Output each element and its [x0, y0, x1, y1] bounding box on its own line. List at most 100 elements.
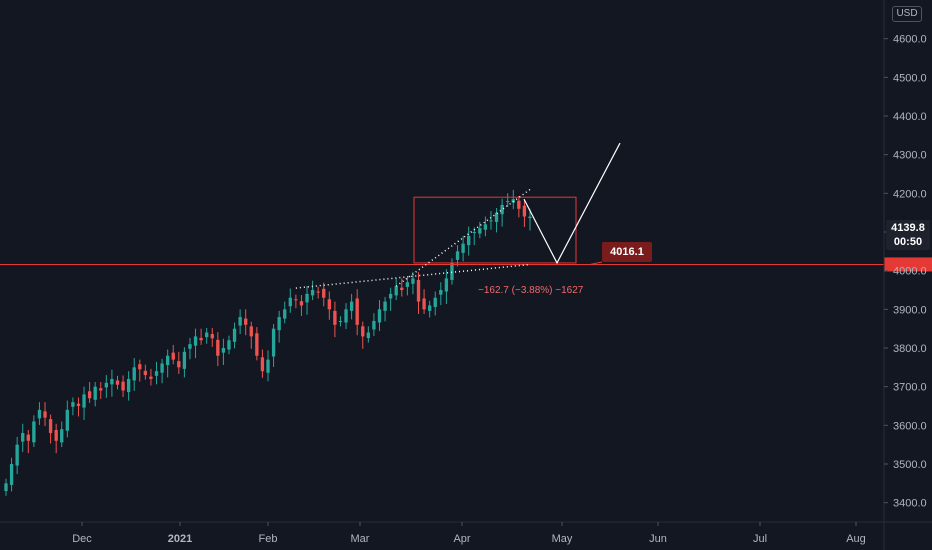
- candle-body: [82, 394, 86, 408]
- candle-body: [288, 297, 292, 307]
- candles: [4, 189, 532, 496]
- candle-body: [143, 370, 148, 376]
- x-tick-label: Aug: [846, 533, 866, 545]
- candle-body: [522, 205, 527, 217]
- candle-body: [132, 367, 136, 381]
- x-tick-label: Jul: [753, 533, 767, 545]
- level-axis-marker: [884, 257, 932, 272]
- candle-body: [48, 419, 53, 434]
- candle-body: [216, 339, 220, 356]
- y-tick-label: 3700.0: [893, 382, 927, 394]
- candle-body: [277, 317, 281, 331]
- candle-body: [383, 301, 387, 311]
- candle-body: [455, 251, 460, 260]
- candle-body: [121, 381, 125, 391]
- projection-path[interactable]: [523, 142, 621, 265]
- candle-body: [104, 382, 109, 388]
- candle-body: [483, 224, 488, 230]
- candle-body: [171, 352, 175, 360]
- candle-body: [528, 216, 532, 219]
- candle-body: [249, 326, 253, 337]
- candle-body: [310, 290, 315, 296]
- x-tick-label: May: [552, 533, 573, 545]
- candle-body: [517, 200, 521, 209]
- target-price-label[interactable]: 4016.1: [602, 242, 652, 262]
- candle-body: [266, 359, 270, 373]
- candle-body: [305, 293, 309, 303]
- candle-body: [37, 409, 42, 419]
- candle-body: [9, 464, 14, 485]
- currency-badge[interactable]: USD: [892, 6, 922, 22]
- range-box[interactable]: [413, 196, 577, 264]
- x-tick-label: Dec: [72, 533, 92, 545]
- candle-body: [461, 243, 465, 253]
- candle-body: [394, 286, 398, 296]
- target-connector: [589, 261, 603, 265]
- candle-body: [450, 262, 454, 280]
- candle-body: [227, 340, 231, 350]
- candle-body: [160, 363, 164, 373]
- candle-body: [255, 333, 259, 356]
- candle-body: [210, 334, 214, 339]
- x-tick-label: 2021: [168, 533, 192, 545]
- candle-body: [65, 409, 69, 431]
- candle-body: [467, 235, 471, 246]
- candle-body: [76, 403, 81, 406]
- candle-body: [93, 386, 97, 400]
- candle-body: [43, 411, 47, 418]
- candle-body: [232, 328, 237, 342]
- candle-body: [26, 434, 30, 441]
- y-tick-label: 3800.0: [893, 343, 927, 355]
- candle-body: [21, 433, 25, 442]
- candle-body: [327, 299, 331, 310]
- candle-body: [333, 310, 337, 325]
- drawings[interactable]: [0, 142, 932, 289]
- y-tick-label: 3400.0: [893, 498, 927, 510]
- candle-body: [188, 344, 192, 349]
- candle-body: [422, 298, 426, 310]
- countdown-timer: 00:50: [893, 236, 923, 248]
- candle-body: [15, 444, 19, 466]
- candle-body: [416, 279, 421, 302]
- candle-body: [126, 378, 131, 393]
- candle-body: [294, 299, 298, 301]
- candle-body: [283, 309, 287, 319]
- candle-body: [388, 293, 393, 299]
- candle-body: [494, 212, 499, 222]
- last-price-value: 4139.8: [891, 222, 925, 234]
- candle-body: [221, 348, 226, 353]
- candle-body: [115, 380, 120, 385]
- candle-body: [500, 204, 504, 215]
- candle-body: [54, 429, 58, 441]
- candle-body: [338, 320, 343, 322]
- candle-body: [400, 287, 404, 290]
- candle-body: [99, 388, 103, 391]
- y-tick-label: 3500.0: [893, 459, 927, 471]
- candle-body: [60, 429, 64, 443]
- candle-body: [149, 376, 153, 379]
- candle-body: [154, 371, 159, 376]
- candle-body: [205, 332, 209, 338]
- candle-body: [199, 337, 203, 341]
- y-tick-label: 4300.0: [893, 150, 927, 162]
- candle-body: [344, 309, 348, 323]
- x-tick-label: Feb: [259, 533, 278, 545]
- x-tick-label: Apr: [453, 533, 470, 545]
- candle-body: [182, 351, 187, 369]
- candle-body: [271, 328, 276, 357]
- dotted-trendline-lower[interactable]: [295, 263, 531, 289]
- candle-body: [506, 201, 510, 203]
- candle-body: [238, 317, 242, 326]
- candle-body: [349, 301, 354, 311]
- candle-body: [260, 357, 265, 372]
- y-tick-label: 3900.0: [893, 304, 927, 316]
- candle-body: [32, 421, 36, 443]
- candle-body: [355, 298, 359, 325]
- candle-body: [439, 290, 443, 295]
- candle-body: [405, 282, 410, 287]
- y-tick-label: 4400.0: [893, 111, 927, 123]
- candle-body: [244, 318, 248, 325]
